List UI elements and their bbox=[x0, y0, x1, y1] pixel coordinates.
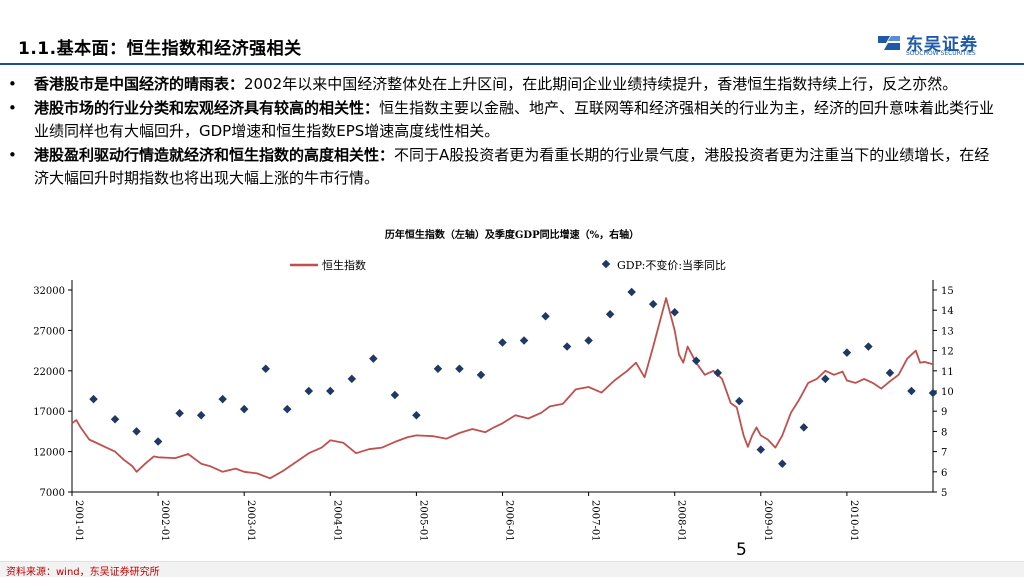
left-axis-tick-label: 27000 bbox=[33, 326, 65, 337]
right-axis-tick-label: 15 bbox=[941, 286, 954, 297]
gdp-point bbox=[433, 364, 443, 374]
hsi-series bbox=[71, 297, 934, 480]
key-point-text: 恒生指数主要以金融、地产、互联网等和经济强相关的行业为主，经济的回升意味着此类行… bbox=[34, 99, 995, 140]
gdp-point bbox=[735, 396, 744, 406]
key-point-text: 2002年以来中国经济整体处在上升区间，在此期间企业业绩持续提升，香港恒生指数持… bbox=[244, 75, 958, 93]
gdp-point bbox=[304, 386, 314, 396]
gdp-point bbox=[562, 342, 572, 351]
legend-marker-swatch bbox=[601, 259, 611, 269]
key-points: • 香港股市是中国经济的晴雨表：2002年以来中国经济整体处在上升区间，在此期间企… bbox=[8, 73, 998, 191]
left-axis-tick-label: 22000 bbox=[33, 367, 65, 378]
gdp-point bbox=[821, 374, 830, 384]
gdp-point bbox=[627, 287, 636, 297]
gdp-point bbox=[110, 415, 120, 424]
brand-subtitle: SOOCHOW SECURITIES bbox=[906, 50, 976, 57]
title-divider bbox=[0, 63, 1024, 65]
x-axis-tick-label: 2009-01 bbox=[762, 500, 773, 542]
gdp-point bbox=[175, 408, 184, 418]
right-axis-tick-label: 14 bbox=[941, 306, 954, 317]
right-axis-tick-label: 5 bbox=[941, 488, 947, 499]
gdp-point bbox=[670, 307, 679, 317]
hsi-line bbox=[71, 297, 934, 480]
key-point-heading: 香港股市是中国经济的晴雨表： bbox=[34, 75, 245, 93]
right-axis-tick-label: 11 bbox=[941, 367, 954, 378]
gdp-point bbox=[928, 388, 938, 398]
legend-entry-gdp: GDP:不变价:当季同比 bbox=[617, 258, 726, 272]
x-axis-tick-label: 2003-01 bbox=[245, 500, 256, 542]
right-axis-tick-label: 8 bbox=[941, 427, 947, 438]
bullet-icon: • bbox=[8, 99, 17, 117]
x-axis-tick-label: 2001-01 bbox=[73, 500, 84, 542]
brand-name: 东吴证券 bbox=[906, 35, 978, 55]
gdp-point bbox=[648, 299, 658, 309]
key-point-heading: 港股盈利驱动行情造就经济和恒生指数的高度相关性： bbox=[34, 146, 395, 164]
key-point-heading: 港股市场的行业分类和宏观经济具有较高的相关性： bbox=[34, 99, 380, 117]
gdp-point bbox=[605, 309, 615, 319]
x-axis-tick-label: 2008-01 bbox=[676, 500, 687, 542]
gdp-point bbox=[239, 404, 249, 414]
gdp-point bbox=[132, 427, 141, 436]
data-source: 资料来源：wind，东吴证券研究所 bbox=[6, 567, 160, 578]
x-axis-tick-label: 2004-01 bbox=[331, 500, 342, 542]
footer-bar: 资料来源：wind，东吴证券研究所 bbox=[0, 561, 1024, 578]
page-number: 5 bbox=[736, 540, 747, 560]
key-point-text: 不同于A股投资者更为看重长期的行业景气度，港股投资者更为注重当下的业绩增长，在经… bbox=[34, 146, 990, 187]
chart-title: 历年恒生指数（左轴）及季度GDP同比增速（%，右轴） bbox=[385, 228, 639, 241]
brand-logo: 东吴证券 SOOCHOW SECURITIES bbox=[876, 30, 996, 60]
key-point: • 港股市场的行业分类和宏观经济具有较高的相关性：恒生指数主要以金融、地产、互联网… bbox=[8, 97, 998, 143]
gdp-point bbox=[89, 394, 98, 404]
left-axis-tick-label: 32000 bbox=[33, 286, 65, 297]
gdp-point bbox=[864, 342, 873, 351]
x-axis-tick-label: 2002-01 bbox=[159, 500, 170, 542]
gdp-point bbox=[261, 364, 270, 374]
hsi-gdp-chart: 历年恒生指数（左轴）及季度GDP同比增速（%，右轴） 恒生指数 GDP:不变价:… bbox=[33, 228, 954, 542]
gdp-point bbox=[218, 394, 227, 404]
chart-axes: 7000 12000 17000 22000 27000 32000 5 6 7 8 9 10 11 12… bbox=[33, 280, 954, 542]
right-axis-tick-label: 6 bbox=[941, 468, 947, 479]
gdp-point bbox=[713, 368, 722, 378]
gdp-point bbox=[326, 386, 335, 396]
gdp-point bbox=[756, 445, 766, 454]
left-axis-tick-label: 12000 bbox=[33, 448, 65, 459]
x-axis-tick-label: 2010-01 bbox=[848, 500, 859, 542]
x-axis-tick-label: 2006-01 bbox=[504, 500, 515, 542]
left-axis-tick-label: 7000 bbox=[40, 488, 65, 499]
gdp-point bbox=[153, 437, 163, 446]
gdp-point bbox=[390, 390, 400, 400]
chart-legend: 恒生指数 GDP:不变价:当季同比 bbox=[290, 258, 726, 272]
gdp-point bbox=[412, 410, 421, 420]
gdp-point bbox=[476, 370, 486, 380]
gdp-point bbox=[778, 459, 787, 468]
gdp-point bbox=[842, 348, 852, 357]
legend-entry-hsi: 恒生指数 bbox=[322, 258, 366, 272]
gdp-point bbox=[498, 338, 507, 347]
key-point: • 香港股市是中国经济的晴雨表：2002年以来中国经济整体处在上升区间，在此期间企… bbox=[8, 73, 998, 96]
gdp-point bbox=[584, 336, 593, 345]
right-axis-tick-label: 13 bbox=[941, 326, 954, 337]
page-title: 1.1.基本面：恒生指数和经济强相关 bbox=[18, 39, 302, 59]
gdp-point bbox=[519, 336, 529, 345]
gdp-series bbox=[89, 287, 938, 468]
gdp-point bbox=[196, 410, 206, 420]
right-axis-tick-label: 10 bbox=[941, 387, 954, 398]
right-axis-tick-label: 9 bbox=[941, 407, 947, 418]
x-axis-tick-label: 2005-01 bbox=[417, 500, 428, 542]
x-axis-tick-label: 2007-01 bbox=[590, 500, 601, 542]
gdp-point bbox=[455, 364, 464, 374]
gdp-point bbox=[369, 354, 378, 363]
gdp-point bbox=[885, 368, 895, 378]
gdp-point bbox=[283, 404, 292, 414]
gdp-point bbox=[907, 386, 916, 396]
gdp-point bbox=[799, 423, 809, 432]
key-point: • 港股盈利驱动行情造就经济和恒生指数的高度相关性：不同于A股投资者更为看重长期的… bbox=[8, 144, 998, 190]
gdp-point bbox=[347, 374, 357, 384]
right-axis-tick-label: 7 bbox=[941, 448, 947, 459]
left-axis-tick-label: 17000 bbox=[33, 407, 65, 418]
right-axis-tick-label: 12 bbox=[941, 347, 954, 358]
bullet-icon: • bbox=[8, 146, 17, 164]
brand-logo-icon bbox=[878, 36, 900, 50]
bullet-icon: • bbox=[8, 75, 17, 93]
gdp-point bbox=[541, 312, 550, 321]
